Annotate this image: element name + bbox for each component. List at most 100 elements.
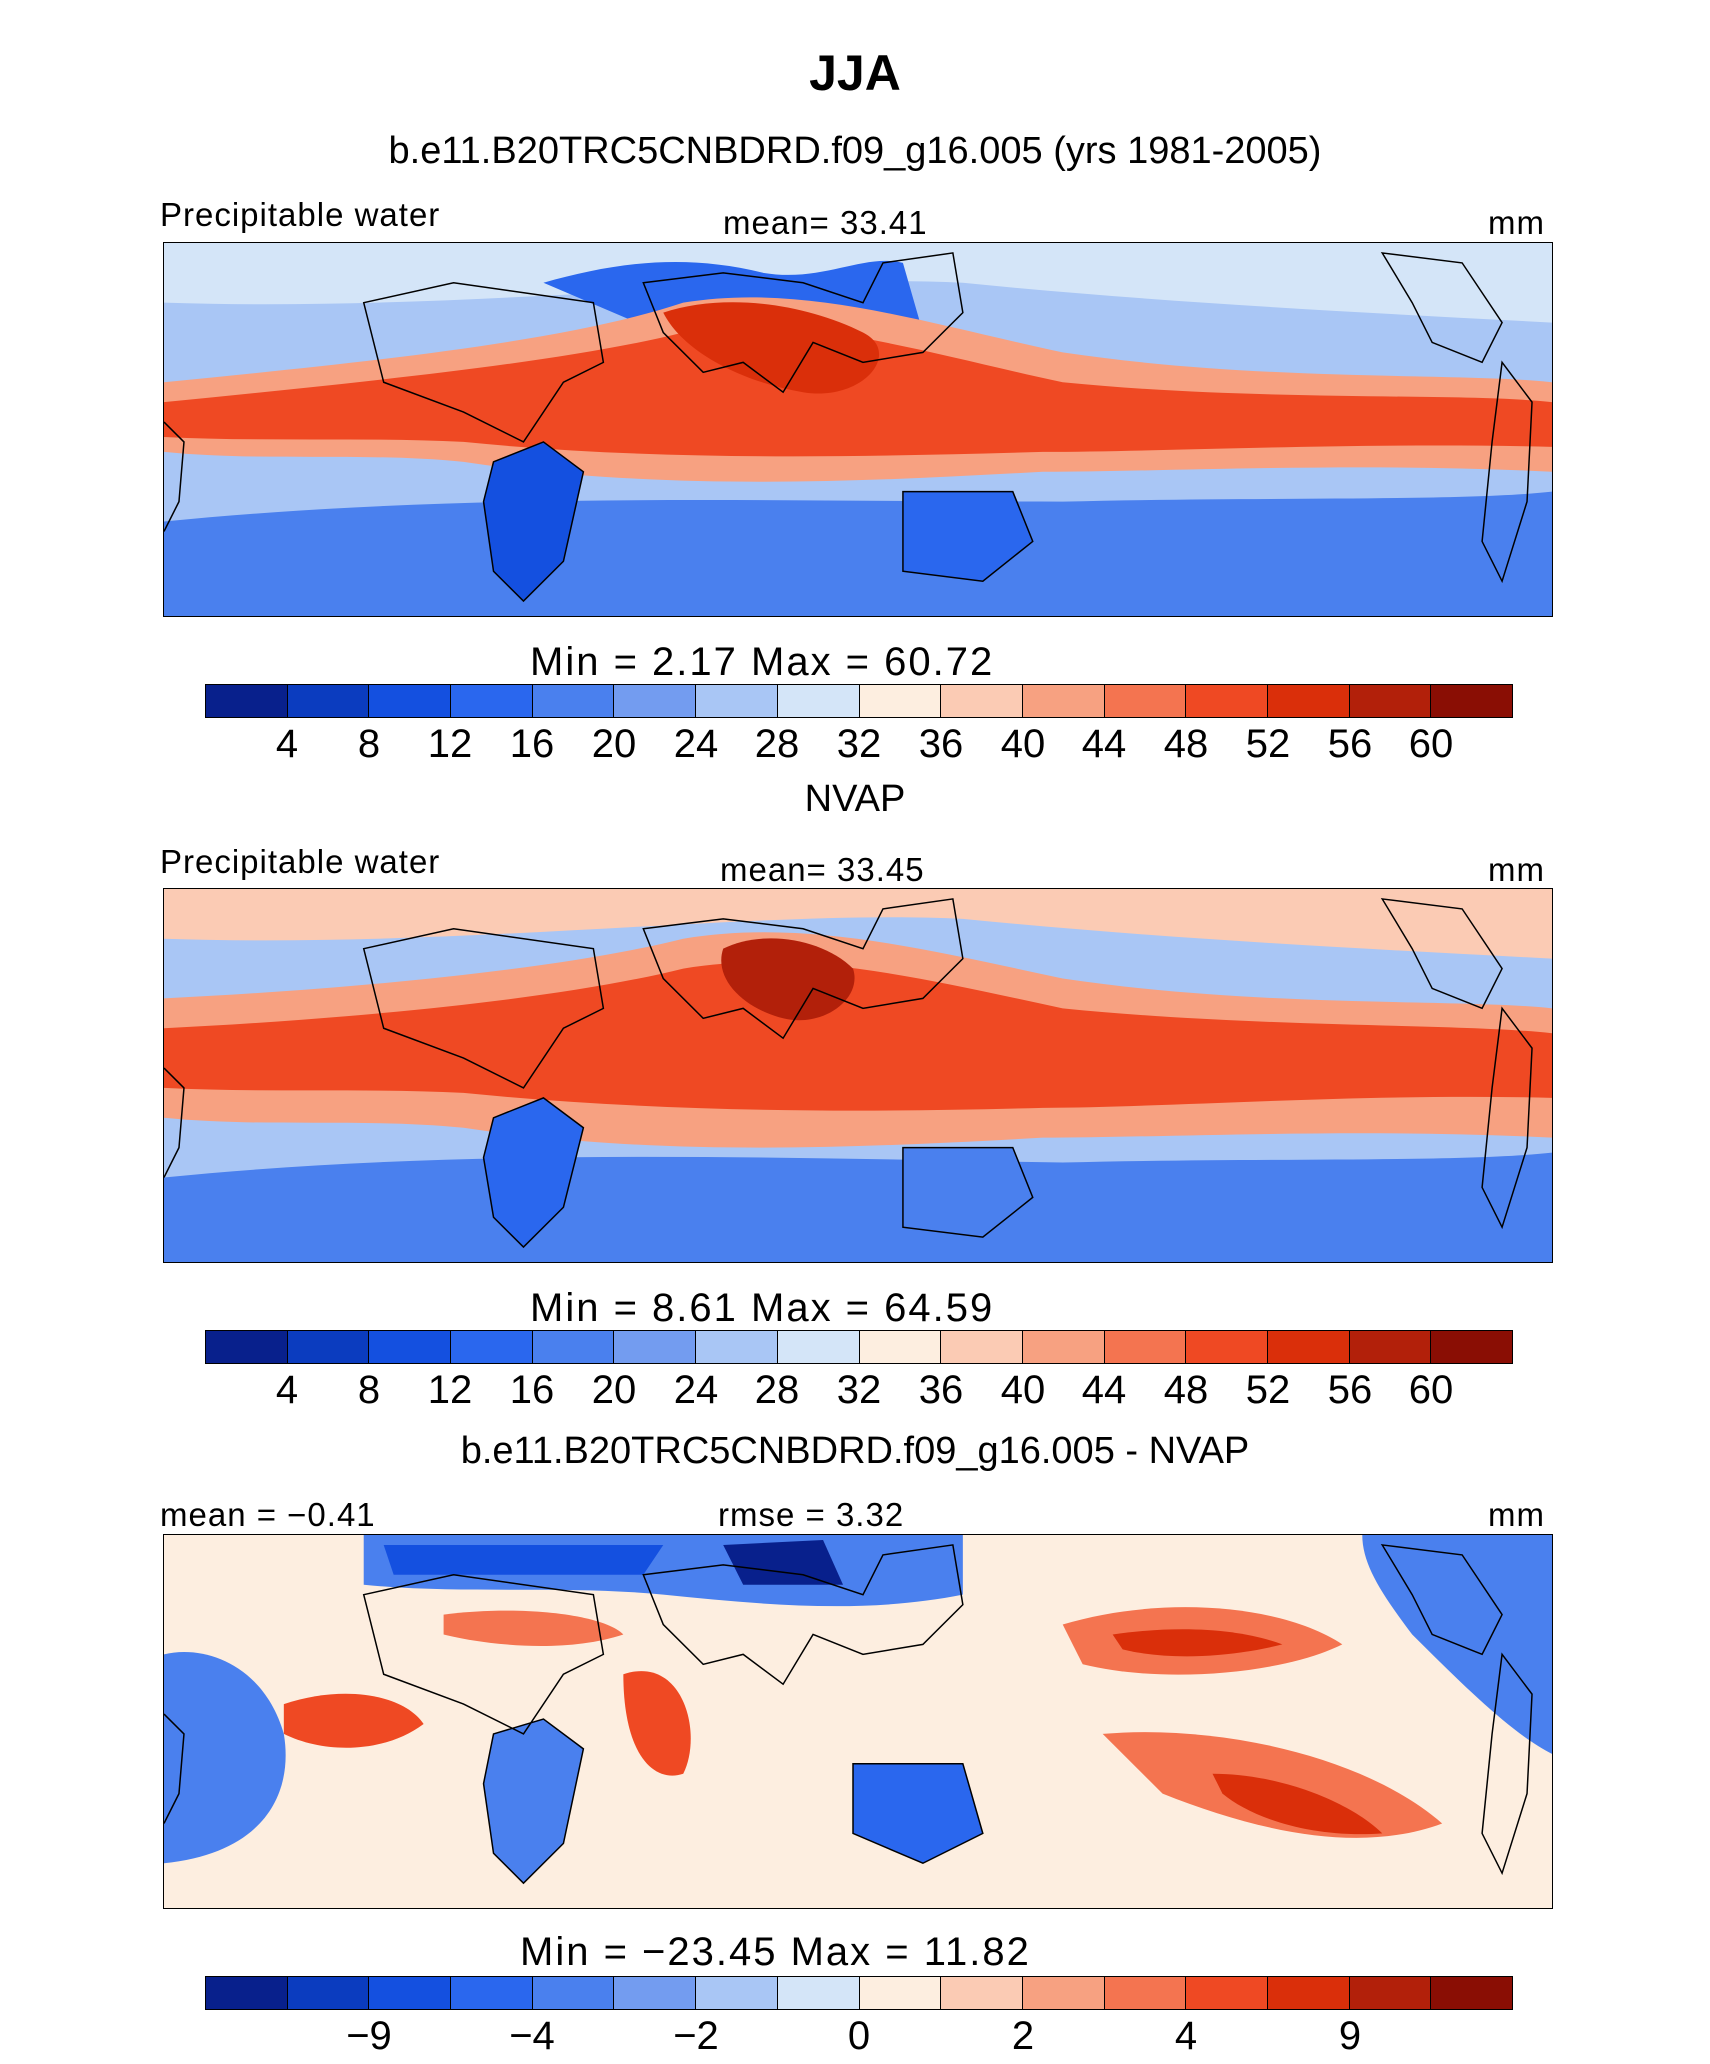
panel-1-tick: 32: [836, 722, 882, 766]
panel-1-tick: 40: [1000, 722, 1046, 766]
panel-1-variable-label: Precipitable water: [160, 196, 441, 233]
panel-1-colorbar-swatch: [451, 685, 533, 717]
panel-1-colorbar-swatch: [287, 685, 370, 717]
panel-2-colorbar-swatch: [941, 1331, 1023, 1363]
panel-2-colorbar-swatch: [614, 1331, 697, 1363]
panel-2-colorbar-swatch: [1267, 1331, 1350, 1363]
panel-1-map: [163, 242, 1553, 617]
panel-3-map-field: [164, 1535, 1552, 1908]
panel-3-colorbar-swatch: [532, 1977, 615, 2009]
panel-3-colorbar-swatch: [1022, 1977, 1105, 2009]
panel-3-colorbar-swatch: [287, 1977, 370, 2009]
panel-1-colorbar-swatch: [696, 685, 778, 717]
panel-2-colorbar-swatch: [532, 1331, 615, 1363]
panel-2-map: [163, 888, 1553, 1263]
panel-2-tick: 4: [275, 1368, 299, 1412]
panel-2-colorbar-swatch: [451, 1331, 533, 1363]
panel-2-tick: 16: [509, 1368, 555, 1412]
panel-2-colorbar-swatch: [777, 1331, 860, 1363]
panel-2-colorbar-swatch: [287, 1331, 370, 1363]
panel-3-stats: Min = −23.45 Max = 11.82: [520, 1930, 1031, 1974]
panel-3-colorbar-swatch: [859, 1977, 942, 2009]
panel-1-mean-label: mean= 33.41: [723, 204, 928, 241]
panel-2-tick: 48: [1163, 1368, 1209, 1412]
panel-2-tick: 52: [1245, 1368, 1291, 1412]
panel-3-colorbar-swatch: [696, 1977, 778, 2009]
panel-3-colorbar-swatch: [1267, 1977, 1350, 2009]
panel-2-tick: 20: [591, 1368, 637, 1412]
panel-2-tick: 8: [357, 1368, 381, 1412]
panel-2-tick: 44: [1081, 1368, 1127, 1412]
panel-1-colorbar-swatch: [1022, 685, 1105, 717]
panel-2-tick: 28: [754, 1368, 800, 1412]
panel-2-units-label: mm: [1488, 851, 1545, 888]
panel-2-mean-label: mean= 33.45: [720, 851, 925, 888]
main-title: JJA: [809, 45, 901, 101]
panel-2-tick: 56: [1327, 1368, 1373, 1412]
panel-1-colorbar-swatch: [532, 685, 615, 717]
panel-3-colorbar: [205, 1976, 1513, 2010]
panel-3-mean-label: mean = −0.41: [160, 1496, 376, 1533]
panel-1-colorbar-swatch: [1349, 685, 1432, 717]
panel-2-tick: 60: [1408, 1368, 1454, 1412]
panel-1-colorbar-swatch: [1104, 685, 1187, 717]
panel-1-colorbar-swatch: [1431, 685, 1512, 717]
panel-1-tick: 60: [1408, 722, 1454, 766]
panel-3-colorbar-swatch: [206, 1977, 288, 2009]
panel-1-title: b.e11.B20TRC5CNBDRD.f09_g16.005 (yrs 198…: [388, 130, 1322, 172]
panel-2-colorbar-swatch: [1104, 1331, 1187, 1363]
panel-2-tick: 40: [1000, 1368, 1046, 1412]
panel-2-stats: Min = 8.61 Max = 64.59: [530, 1286, 995, 1330]
panel-1-colorbar-swatch: [941, 685, 1023, 717]
panel-1-tick: 52: [1245, 722, 1291, 766]
panel-2-colorbar-swatch: [1022, 1331, 1105, 1363]
panel-1-colorbar-swatch: [1267, 685, 1350, 717]
panel-1-colorbar-swatch: [369, 685, 452, 717]
panel-3-tick: 0: [847, 2014, 871, 2058]
panel-1-tick: 12: [427, 722, 473, 766]
panel-1-colorbar: [205, 684, 1513, 718]
panel-1-tick: 56: [1327, 722, 1373, 766]
panel-2-map-field: [164, 889, 1552, 1262]
panel-3-tick: −2: [673, 2014, 719, 2058]
panel-2-variable-label: Precipitable water: [160, 843, 441, 880]
panel-1-tick: 16: [509, 722, 555, 766]
panel-1-tick: 24: [673, 722, 719, 766]
panel-1-colorbar-swatch: [1186, 685, 1268, 717]
panel-2-colorbar-swatch: [206, 1331, 288, 1363]
panel-3-colorbar-swatch: [1186, 1977, 1268, 2009]
panel-1-tick: 28: [754, 722, 800, 766]
panel-3-colorbar-swatch: [1431, 1977, 1512, 2009]
panel-3-tick: −9: [346, 2014, 392, 2058]
panel-3-tick: 9: [1338, 2014, 1362, 2058]
panel-3-colorbar-swatch: [1349, 1977, 1432, 2009]
panel-1-units-label: mm: [1488, 204, 1545, 241]
panel-1-tick: 4: [275, 722, 299, 766]
panel-1-stats: Min = 2.17 Max = 60.72: [530, 640, 995, 684]
panel-1-tick: 36: [918, 722, 964, 766]
panel-3-colorbar-swatch: [941, 1977, 1023, 2009]
panel-2-colorbar-swatch: [696, 1331, 778, 1363]
panel-3-units-label: mm: [1488, 1496, 1545, 1533]
panel-3-tick: 2: [1011, 2014, 1035, 2058]
panel-2-colorbar-swatch: [859, 1331, 942, 1363]
panel-2-tick: 36: [918, 1368, 964, 1412]
panel-3-colorbar-swatch: [777, 1977, 860, 2009]
panel-3-colorbar-swatch: [369, 1977, 452, 2009]
panel-3-colorbar-swatch: [451, 1977, 533, 2009]
panel-2-colorbar-swatch: [1431, 1331, 1512, 1363]
panel-1-tick: 44: [1081, 722, 1127, 766]
panel-2-tick: 32: [836, 1368, 882, 1412]
panel-3-colorbar-swatch: [1104, 1977, 1187, 2009]
panel-1-tick: 8: [357, 722, 381, 766]
panel-3-tick: 4: [1174, 2014, 1198, 2058]
panel-2-colorbar-swatch: [369, 1331, 452, 1363]
panel-2-tick: 12: [427, 1368, 473, 1412]
panel-2-tick: 24: [673, 1368, 719, 1412]
panel-2-colorbar: [205, 1330, 1513, 1364]
panel-2-colorbar-swatch: [1186, 1331, 1268, 1363]
panel-1-colorbar-swatch: [859, 685, 942, 717]
panel-1-tick: 48: [1163, 722, 1209, 766]
panel-1-colorbar-swatch: [206, 685, 288, 717]
panel-2-colorbar-swatch: [1349, 1331, 1432, 1363]
